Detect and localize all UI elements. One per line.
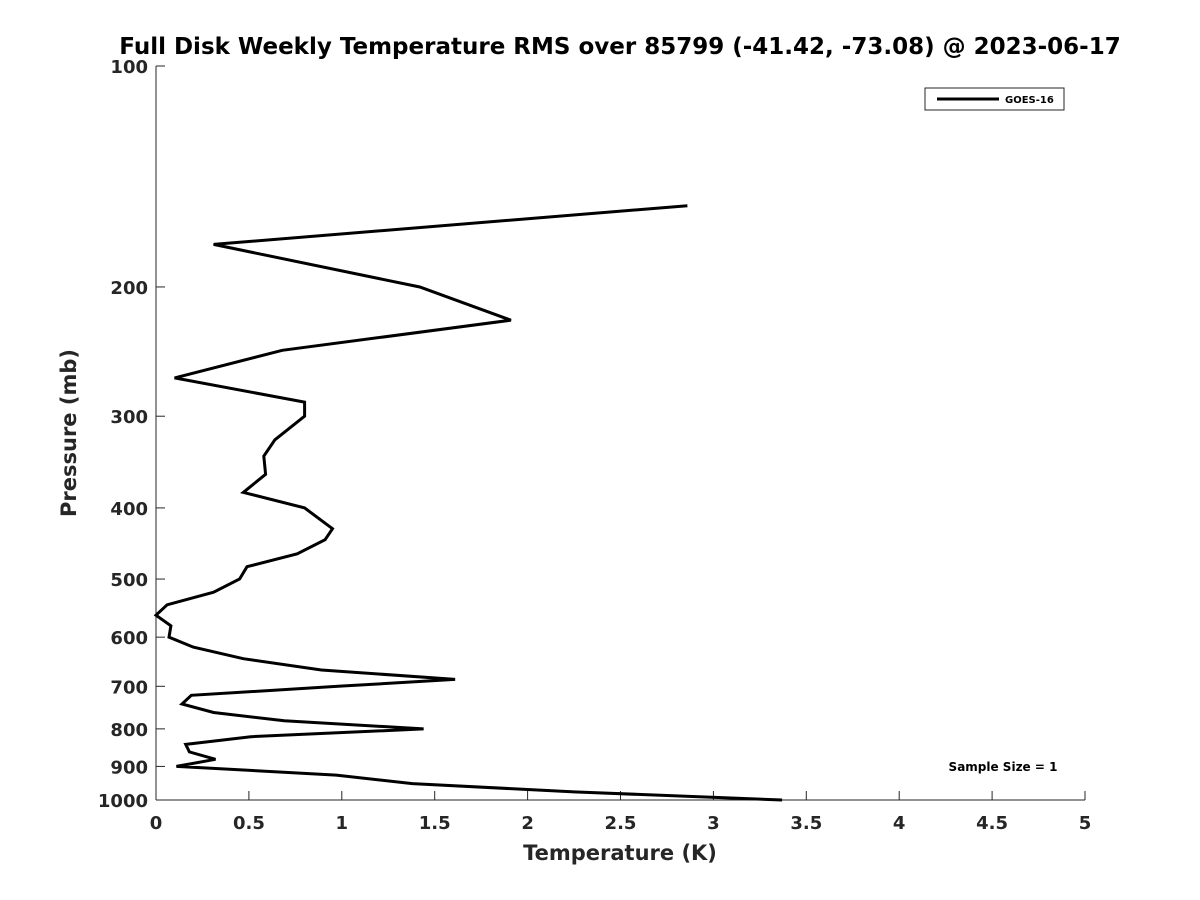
y-tick-label: 400 — [110, 499, 148, 520]
x-tick-label: 1.5 — [419, 813, 451, 834]
y-tick-label: 200 — [110, 278, 148, 299]
y-ticks: 100 200 300 400 500 600 700 800 900 1000 — [98, 57, 165, 812]
x-tick-label: 3 — [707, 813, 720, 834]
x-tick-label: 1 — [336, 813, 349, 834]
x-tick-label: 2.5 — [605, 813, 637, 834]
y-tick-label: 1000 — [98, 791, 148, 812]
y-tick-label: 700 — [110, 677, 148, 698]
x-ticks: 0 0.5 1 1.5 2 2.5 3 3.5 4 4.5 5 — [150, 791, 1092, 834]
plot-frame-bg — [156, 66, 1085, 800]
x-tick-label: 0.5 — [233, 813, 265, 834]
legend: GOES-16 — [924, 87, 1065, 111]
y-tick-label: 900 — [110, 757, 148, 778]
x-tick-label: 3.5 — [790, 813, 822, 834]
plot-area: 0 0.5 1 1.5 2 2.5 3 3.5 4 4.5 5 100 200 300 400 500 600… — [98, 57, 1091, 834]
x-tick-label: 4.5 — [976, 813, 1008, 834]
y-tick-label: 500 — [110, 570, 148, 591]
x-tick-label: 2 — [521, 813, 534, 834]
y-axis-label: Pressure (mb) — [57, 349, 81, 517]
x-tick-label: 0 — [150, 813, 163, 834]
y-tick-label: 600 — [110, 628, 148, 649]
x-tick-label: 4 — [893, 813, 906, 834]
x-axis-label: Temperature (K) — [523, 841, 717, 865]
y-tick-label: 300 — [110, 407, 148, 428]
legend-label-goes-16: GOES-16 — [1005, 95, 1054, 106]
chart-title: Full Disk Weekly Temperature RMS over 85… — [119, 34, 1121, 60]
y-tick-label: 800 — [110, 720, 148, 741]
x-tick-label: 5 — [1079, 813, 1092, 834]
series-line-goes-16 — [153, 204, 783, 802]
y-tick-label: 100 — [110, 57, 148, 78]
sample-size-annotation: Sample Size = 1 — [949, 760, 1058, 774]
